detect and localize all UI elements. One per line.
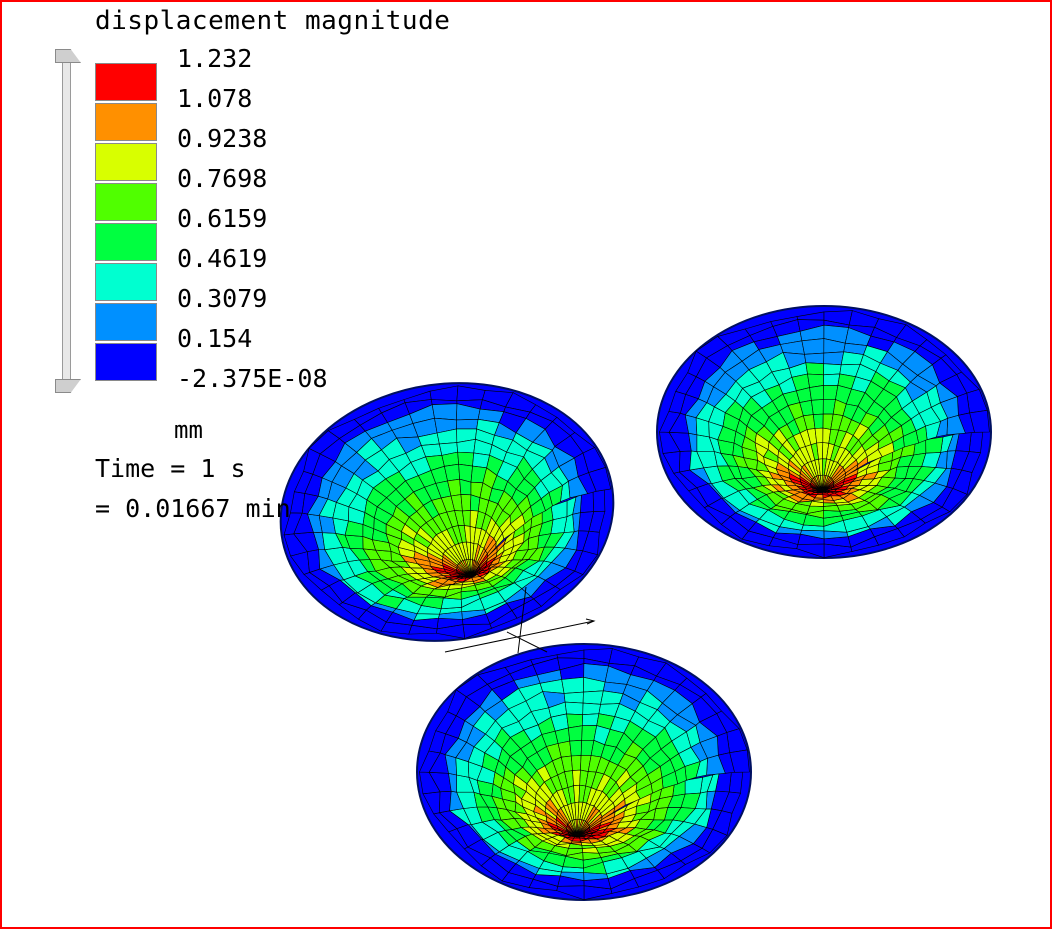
legend-swatch: [95, 183, 157, 221]
mesh-element: [823, 351, 845, 366]
mesh-element: [561, 676, 585, 694]
mesh-element: [809, 385, 824, 401]
coordinate-triad: [444, 586, 596, 654]
mesh-element: [823, 373, 841, 386]
legend-swatch: [95, 103, 157, 141]
legend-slider-track[interactable]: [62, 62, 71, 384]
legend-value-label: -2.375E-08: [177, 364, 328, 393]
mesh-element: [570, 755, 582, 771]
legend-value-label: 0.3079: [177, 284, 268, 313]
legend-value-label: 1.078: [177, 84, 253, 113]
mesh-element: [812, 413, 824, 429]
mesh-element: [805, 362, 825, 376]
time-readout-minutes: = 0.01667 min: [95, 494, 291, 523]
mesh-element: [823, 363, 842, 376]
mesh-element: [821, 481, 835, 493]
deformed-dish-model-bottom[interactable]: [416, 643, 752, 901]
legend-swatch: [95, 223, 157, 261]
legend-value-label: 1.232: [177, 44, 253, 73]
legend-swatch: [95, 343, 157, 381]
legend-swatch: [95, 263, 157, 301]
legend-swatch: [95, 303, 157, 341]
mesh-element: [582, 702, 601, 716]
mesh-element: [568, 725, 583, 742]
mesh-element: [804, 352, 825, 365]
legend-value-label: 0.9238: [177, 124, 268, 153]
mesh-element: [581, 713, 600, 727]
legend-value-label: 0.4619: [177, 244, 268, 273]
mesh-element: [564, 701, 584, 716]
legend-value-label: 0.154: [177, 324, 253, 353]
legend-swatch: [95, 63, 157, 101]
deformed-dish-model-right[interactable]: [656, 305, 992, 559]
mesh-element: [569, 739, 583, 757]
mesh-element: [814, 427, 824, 444]
mesh-element: [801, 338, 825, 355]
deformed-dish-model-left[interactable]: [264, 362, 630, 662]
legend-value-label: 0.6159: [177, 204, 268, 233]
mesh-element: [572, 769, 581, 787]
time-readout-seconds: Time = 1 s: [95, 454, 246, 483]
mesh-element: [576, 825, 591, 838]
mesh-element: [582, 690, 604, 705]
legend-title: displacement magnitude: [95, 6, 451, 36]
mesh-element: [678, 450, 692, 473]
mesh-element: [444, 463, 460, 482]
mesh-element: [471, 564, 480, 578]
mesh-element: [563, 691, 584, 704]
legend-units: mm: [174, 416, 203, 444]
mesh-element: [811, 399, 824, 415]
legend-value-label: 0.7698: [177, 164, 268, 193]
legend-swatch: [95, 143, 157, 181]
